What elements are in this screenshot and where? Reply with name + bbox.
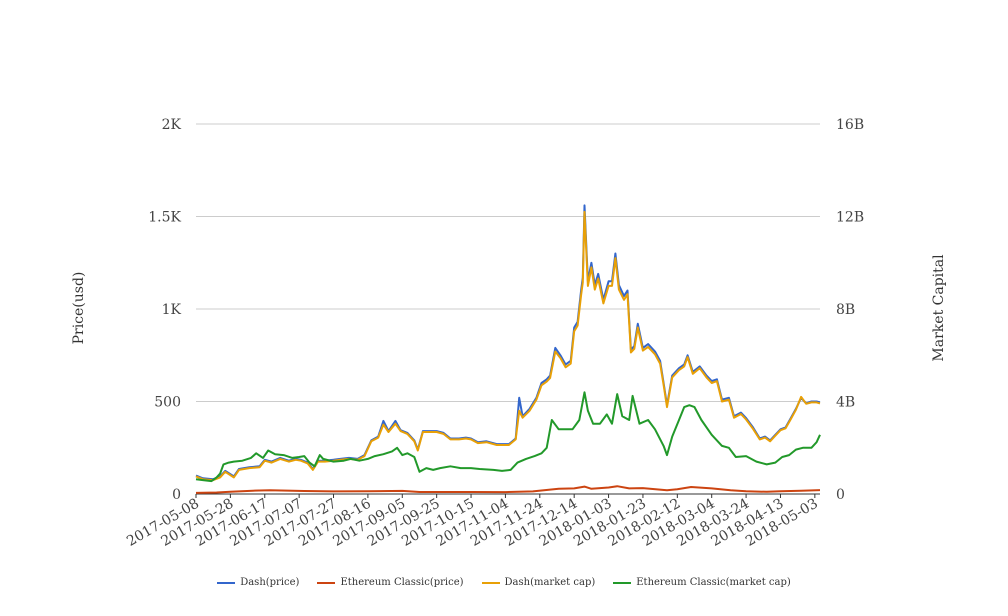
y2-axis-title: Market Capital (931, 254, 947, 362)
y-axis-title: Price(usd) (71, 272, 87, 345)
legend-swatch (613, 581, 632, 584)
legend-item-1[interactable]: Ethereum Classic(price) (317, 577, 464, 588)
legend-label: Dash(market cap) (504, 577, 596, 588)
y-tick-label: 2K (162, 117, 182, 133)
y-tick-label: 1K (162, 302, 182, 318)
y2-tick-label: 16B (836, 117, 864, 133)
legend-label: Dash(price) (240, 577, 300, 588)
legend-swatch (317, 581, 336, 584)
series-line-0 (195, 204, 821, 481)
series-line-1 (195, 485, 821, 494)
y2-tick-label: 0 (836, 487, 845, 503)
y2-tick-label: 8B (836, 302, 855, 318)
legend-label: Ethereum Classic(price) (340, 577, 464, 588)
legend-item-3[interactable]: Ethereum Classic(market cap) (613, 577, 791, 588)
y2-tick-label: 12B (836, 210, 864, 226)
legend-label: Ethereum Classic(market cap) (636, 577, 791, 588)
legend-item-2[interactable]: Dash(market cap) (481, 577, 596, 588)
y-tick-label: 500 (154, 395, 181, 411)
y-tick-label: 1.5K (148, 210, 181, 226)
series-line-3 (195, 391, 821, 483)
legend-swatch (217, 581, 236, 584)
grid-layer (196, 123, 820, 495)
series-line-2 (195, 210, 821, 482)
series-layer (195, 204, 821, 494)
legend-swatch (481, 581, 500, 584)
y2-tick-label: 4B (836, 395, 855, 411)
legend-item-0[interactable]: Dash(price) (217, 577, 299, 588)
legend: Dash(price) Ethereum Classic(price) Dash(m… (0, 577, 1008, 588)
y-tick-label: 0 (172, 487, 181, 503)
